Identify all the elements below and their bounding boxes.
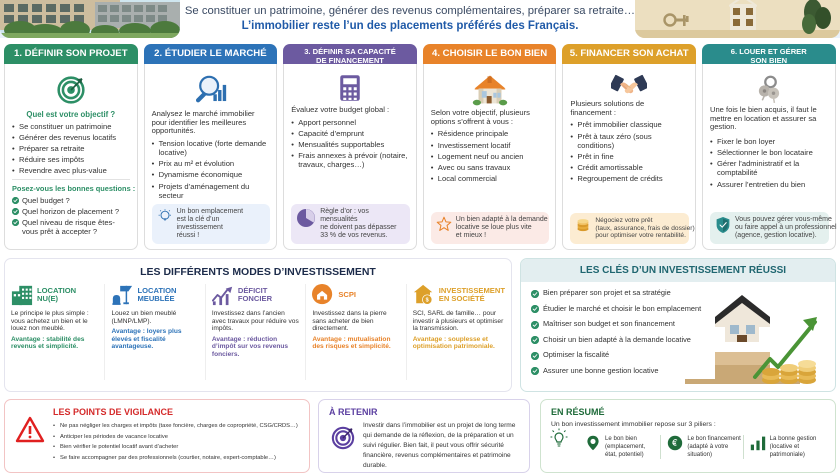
svg-text:$: $ [425, 298, 428, 304]
